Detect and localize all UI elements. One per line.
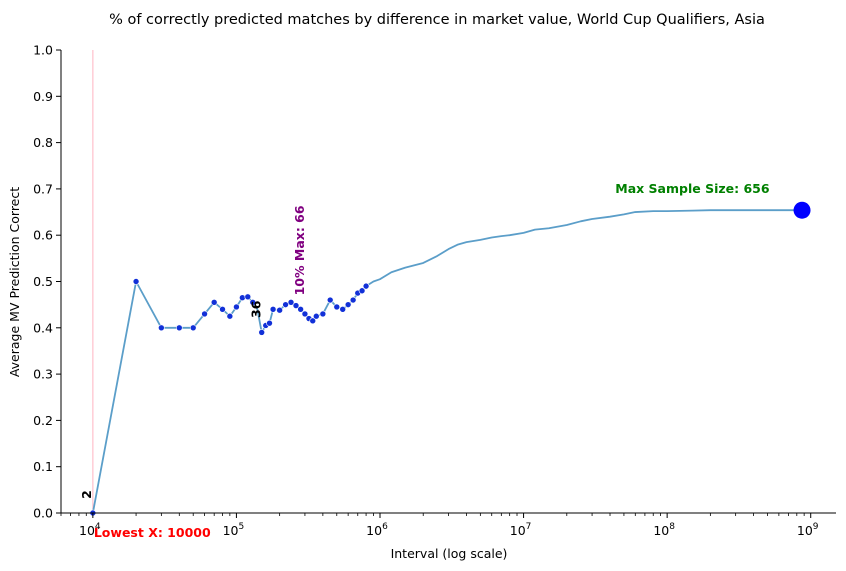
x-tick-label: 108: [653, 522, 675, 538]
data-marker: [312, 312, 320, 320]
x-minor-ticks: [60, 513, 805, 516]
y-axis-label: Average MV Prediction Correct: [7, 187, 22, 377]
end-marker: [793, 201, 811, 219]
x-tick-label: 106: [366, 522, 388, 538]
data-marker: [258, 329, 266, 336]
lowest-x-annotation: Lowest X: 10000: [94, 525, 211, 540]
axes: 0.0 0.1 0.2 0.3 0.4 0.5 0.6 0.7 0.8 0.9 1.0 104 105…: [33, 43, 836, 538]
data-marker: [249, 299, 257, 306]
x-tick-label: 107: [510, 522, 532, 538]
x-axis-label: Interval (log scale): [391, 546, 508, 561]
y-ticks: 0.0 0.1 0.2 0.3 0.4 0.5 0.6 0.7 0.8 0.9 1.0: [33, 43, 61, 521]
data-marker: [319, 310, 327, 318]
y-tick-label: 0.8: [33, 135, 53, 150]
y-tick-label: 0.3: [33, 367, 53, 382]
data-marker: [226, 312, 234, 320]
markers: [89, 278, 370, 517]
data-marker: [175, 324, 183, 332]
data-marker: [326, 296, 334, 304]
data-marker: [339, 305, 347, 313]
y-tick-label: 0.4: [33, 320, 53, 335]
x-tick-label: 109: [797, 522, 819, 538]
series-line: [91, 209, 803, 514]
chart-title: % of correctly predicted matches by diff…: [109, 12, 765, 28]
data-marker: [244, 293, 252, 301]
data-marker: [297, 305, 304, 313]
data-marker: [344, 301, 352, 308]
data-marker: [358, 287, 366, 295]
y-tick-label: 0.0: [33, 506, 53, 521]
y-tick-label: 1.0: [33, 43, 53, 58]
data-marker: [282, 301, 289, 308]
count-mid-annotation: 36: [249, 300, 264, 318]
count-start-annotation: 2: [79, 490, 94, 499]
data-marker: [158, 324, 165, 332]
data-marker: [266, 319, 273, 327]
data-marker: [219, 305, 226, 313]
data-marker: [269, 305, 277, 313]
y-tick-label: 0.1: [33, 459, 53, 474]
max-sample-annotation: Max Sample Size: 656: [615, 181, 770, 196]
data-marker: [132, 278, 140, 285]
x-ticks: 104 105 106 107 108 109: [79, 513, 819, 538]
y-tick-label: 0.2: [33, 413, 53, 428]
data-marker: [276, 306, 283, 314]
y-tick-label: 0.6: [33, 228, 53, 243]
x-tick-label: 104: [79, 522, 101, 538]
data-marker: [201, 310, 208, 318]
data-marker: [292, 302, 300, 309]
ten-pct-annotation: 10% Max: 66: [292, 205, 307, 295]
data-marker: [287, 299, 295, 306]
plot-area: [89, 50, 811, 517]
data-marker: [362, 282, 370, 290]
data-marker: [239, 294, 246, 302]
data-marker: [301, 310, 309, 318]
data-marker: [349, 296, 357, 304]
data-marker: [309, 317, 317, 325]
data-marker: [233, 303, 240, 311]
y-tick-label: 0.9: [33, 89, 53, 104]
data-marker: [333, 303, 341, 311]
data-marker: [210, 299, 218, 306]
y-tick-label: 0.5: [33, 274, 53, 289]
data-marker: [189, 324, 197, 332]
x-tick-label: 105: [223, 522, 245, 538]
y-tick-label: 0.7: [33, 181, 53, 196]
